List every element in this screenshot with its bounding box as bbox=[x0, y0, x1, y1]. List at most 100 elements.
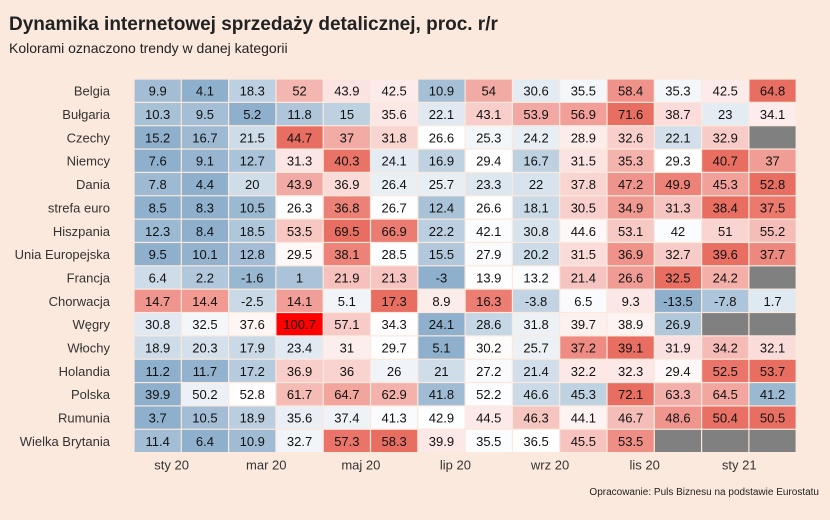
cell-value-label: -3.8 bbox=[525, 294, 547, 309]
cell-value-label: 26.9 bbox=[665, 317, 690, 332]
row-label: Rumunia bbox=[58, 411, 111, 426]
cell-value-label: 13.9 bbox=[476, 270, 501, 285]
heatmap-cell bbox=[513, 149, 560, 172]
cell-value-label: 26.6 bbox=[618, 270, 643, 285]
cell-value-label: 72.1 bbox=[618, 387, 643, 402]
x-tick-label: lip 20 bbox=[440, 458, 471, 473]
cell-value-label: 20.3 bbox=[192, 341, 217, 356]
cell-value-label: 24.2 bbox=[523, 130, 548, 145]
heatmap-cell bbox=[229, 219, 276, 242]
heatmap-cell bbox=[276, 219, 323, 242]
heatmap-cell bbox=[371, 219, 418, 242]
heatmap-cell bbox=[323, 219, 370, 242]
cell-value-label: 21 bbox=[434, 364, 448, 379]
source-note: Opracowanie: Puls Biznesu na podstawie E… bbox=[589, 487, 819, 498]
heatmap-cell bbox=[702, 126, 749, 149]
cell-value-label: 21.4 bbox=[571, 270, 596, 285]
cell-value-label: 37.2 bbox=[571, 341, 596, 356]
heatmap-cell bbox=[465, 266, 512, 289]
cell-value-label: 12.4 bbox=[429, 200, 454, 215]
heatmap-cell bbox=[560, 196, 607, 219]
heatmap-cell bbox=[749, 219, 796, 242]
heatmap-cell bbox=[513, 196, 560, 219]
heatmap-cell bbox=[702, 359, 749, 382]
cell-value-label: 35.6 bbox=[381, 107, 406, 122]
heatmap-cell bbox=[181, 313, 228, 336]
heatmap-cell bbox=[513, 336, 560, 359]
heatmap-cell bbox=[229, 406, 276, 429]
heatmap-cell bbox=[607, 243, 654, 266]
heatmap-cell bbox=[418, 102, 465, 126]
cell-value-label: 36.9 bbox=[618, 247, 643, 262]
heatmap-cell bbox=[229, 79, 276, 102]
heatmap-cell bbox=[607, 359, 654, 382]
heatmap-cell bbox=[607, 406, 654, 429]
heatmap-cell bbox=[229, 102, 276, 126]
cell-value-label: 42 bbox=[671, 224, 685, 239]
row-label: Bułgaria bbox=[62, 107, 110, 122]
cell-value-label: 22.2 bbox=[429, 224, 454, 239]
cell-value-label: 30.6 bbox=[523, 84, 548, 99]
heatmap-cell bbox=[560, 79, 607, 102]
cell-value-label: 44.7 bbox=[287, 130, 312, 145]
heatmap-cell bbox=[560, 289, 607, 312]
x-tick-label: maj 20 bbox=[341, 458, 380, 473]
cell-value-label: 45.5 bbox=[571, 434, 596, 449]
heatmap-cell bbox=[276, 266, 323, 289]
heatmap-cell bbox=[513, 126, 560, 149]
heatmap-cell bbox=[513, 406, 560, 429]
cell-value-label: 10.3 bbox=[145, 107, 170, 122]
cell-value-label: 52 bbox=[292, 84, 306, 99]
heatmap-cell bbox=[181, 266, 228, 289]
heatmap-cell bbox=[607, 79, 654, 102]
cell-value-label: 20.2 bbox=[523, 247, 548, 262]
heatmap-cell bbox=[323, 336, 370, 359]
heatmap-cell bbox=[181, 79, 228, 102]
cell-value-label: 18.9 bbox=[145, 341, 170, 356]
cell-value-label: 28.6 bbox=[476, 317, 501, 332]
heatmap-cell bbox=[749, 79, 796, 102]
heatmap-cell bbox=[371, 289, 418, 312]
heatmap-cell bbox=[371, 79, 418, 102]
cell-value-label: 20 bbox=[245, 177, 259, 192]
heatmap-cell bbox=[418, 219, 465, 242]
heatmap-cell bbox=[418, 266, 465, 289]
heatmap-cell bbox=[560, 429, 607, 452]
cell-value-label: 26 bbox=[387, 364, 401, 379]
cell-value-label: 31.5 bbox=[571, 247, 596, 262]
cell-value-label: 28.9 bbox=[571, 130, 596, 145]
cell-value-label: 5.2 bbox=[243, 107, 261, 122]
heatmap-cell bbox=[513, 102, 560, 126]
heatmap-cell bbox=[418, 149, 465, 172]
heatmap-cell bbox=[560, 149, 607, 172]
cell-value-label: 17.2 bbox=[240, 364, 265, 379]
heatmap-cell bbox=[134, 313, 181, 336]
cell-value-label: 12.7 bbox=[240, 154, 265, 169]
heatmap-cell bbox=[181, 383, 228, 406]
heatmap-cell bbox=[749, 196, 796, 219]
cell-value-label: 8.4 bbox=[196, 224, 214, 239]
heatmap-cell bbox=[465, 336, 512, 359]
cell-value-label: 53.1 bbox=[618, 224, 643, 239]
cell-value-label: 52.5 bbox=[713, 364, 738, 379]
cell-value-label: 31.8 bbox=[381, 130, 406, 145]
cell-value-label: 29.4 bbox=[665, 364, 690, 379]
cell-value-label: 50.5 bbox=[760, 411, 785, 426]
cell-value-label: 30.8 bbox=[145, 317, 170, 332]
cell-value-label: 9.3 bbox=[622, 294, 640, 309]
heatmap-cell bbox=[229, 149, 276, 172]
heatmap-cell bbox=[560, 383, 607, 406]
row-label: Belgia bbox=[74, 84, 111, 99]
cell-value-label: 10.5 bbox=[240, 200, 265, 215]
heatmap-cell bbox=[181, 219, 228, 242]
cell-value-label: 31.8 bbox=[523, 317, 548, 332]
cell-value-label: 4.4 bbox=[196, 177, 214, 192]
heatmap-cell bbox=[323, 79, 370, 102]
cell-value-label: 32.9 bbox=[713, 130, 738, 145]
cell-value-label: 26.7 bbox=[381, 200, 406, 215]
cell-value-label: 37.7 bbox=[760, 247, 785, 262]
heatmap-cell bbox=[560, 313, 607, 336]
cell-value-label: -7.8 bbox=[714, 294, 736, 309]
cell-value-label: 45.3 bbox=[571, 387, 596, 402]
cell-value-label: 38.4 bbox=[713, 200, 738, 215]
